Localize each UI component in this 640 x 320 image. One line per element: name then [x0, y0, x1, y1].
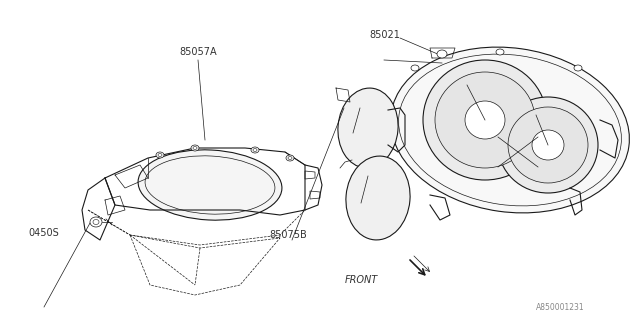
- Ellipse shape: [496, 49, 504, 55]
- Ellipse shape: [90, 217, 102, 227]
- Ellipse shape: [498, 97, 598, 193]
- Ellipse shape: [390, 47, 629, 213]
- Text: FRONT: FRONT: [345, 275, 378, 285]
- Ellipse shape: [346, 156, 410, 240]
- Ellipse shape: [437, 50, 447, 58]
- Ellipse shape: [191, 145, 199, 151]
- Text: 0450S: 0450S: [29, 228, 60, 238]
- Text: A850001231: A850001231: [536, 303, 584, 313]
- Ellipse shape: [251, 147, 259, 153]
- Ellipse shape: [532, 130, 564, 160]
- Ellipse shape: [574, 65, 582, 71]
- Ellipse shape: [465, 101, 505, 139]
- Ellipse shape: [156, 152, 164, 158]
- Ellipse shape: [286, 155, 294, 161]
- Ellipse shape: [138, 150, 282, 220]
- Text: 85057A: 85057A: [179, 47, 217, 57]
- Ellipse shape: [411, 65, 419, 71]
- Ellipse shape: [423, 60, 547, 180]
- Ellipse shape: [435, 72, 535, 168]
- Ellipse shape: [338, 88, 398, 168]
- Text: 85021: 85021: [369, 30, 401, 40]
- Ellipse shape: [508, 107, 588, 183]
- Text: 85075B: 85075B: [269, 230, 307, 240]
